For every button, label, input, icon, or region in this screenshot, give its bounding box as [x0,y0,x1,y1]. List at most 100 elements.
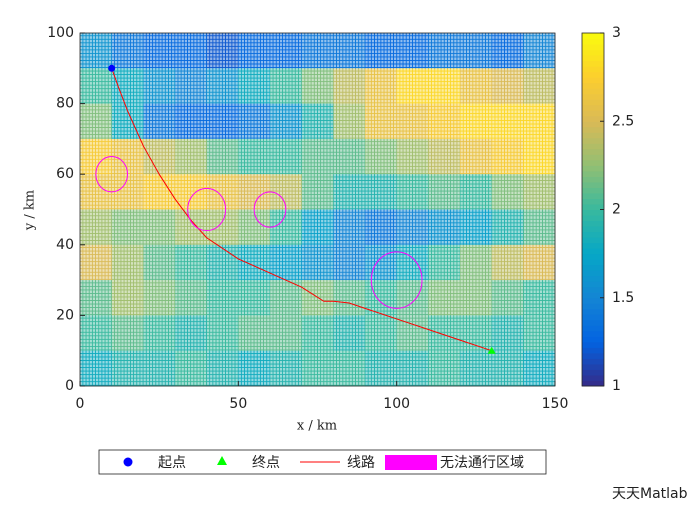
colorbar-step [582,374,604,381]
colorbar-step [582,126,604,133]
colorbar-step [582,380,604,387]
colorbar-step [582,104,604,111]
colorbar-step [582,231,604,238]
colorbar-step [582,88,604,95]
colorbar-step [582,220,604,227]
y-tick-label: 0 [65,378,74,394]
legend-label: 起点 [158,455,186,471]
colorbar-step [582,259,604,266]
colorbar-step [582,303,604,310]
colorbar-step [582,110,604,117]
colorbar-step [582,176,604,183]
axes-frame [79,32,556,387]
colorbar-tick-label: 1.5 [612,290,634,306]
colorbar-step [582,347,604,354]
blocked-zone [370,251,423,309]
colorbar-step [582,226,604,233]
y-tick-label: 100 [47,25,74,41]
colorbar-tick-label: 3 [612,25,621,41]
colorbar-step [582,71,604,78]
colorbar-step [582,209,604,216]
colorbar-step [582,292,604,299]
colorbar-step [582,121,604,128]
legend-label: 无法通行区域 [440,455,524,471]
colorbar-step [582,215,604,222]
y-tick-label: 60 [56,166,74,182]
colorbar-step [582,319,604,326]
legend-start-marker [123,457,133,467]
colorbar-step [582,132,604,139]
colorbar-step [582,352,604,359]
colorbar-step [582,137,604,144]
colorbar-step [582,314,604,321]
colorbar-step [582,55,604,62]
route-line [111,68,492,352]
colorbar-tick-label: 2 [612,202,621,218]
colorbar-step [582,60,604,67]
colorbar-step [582,270,604,277]
colorbar-step [582,49,604,56]
blocked-zone [95,156,128,193]
colorbar-step [582,154,604,161]
colorbar-step [582,203,604,210]
x-tick-label: 0 [76,396,85,412]
colorbar-step [582,66,604,73]
blocked-zone [253,191,287,228]
colorbar-step [582,369,604,376]
colorbar-step [582,181,604,188]
colorbar-step [582,264,604,271]
colorbar-step [582,148,604,155]
mesh-overlay [80,33,555,386]
colorbar-step [582,341,604,348]
colorbar-step [582,44,604,51]
colorbar-step [582,143,604,150]
colorbar-step [582,275,604,282]
y-tick-label: 40 [56,237,74,253]
colorbar-tick-label: 2.5 [612,113,634,129]
colorbar-step [582,286,604,293]
x-axis-label: x / km [297,419,337,434]
colorbar-step [582,336,604,343]
colorbar-step [582,165,604,172]
colorbar-tick-label: 1 [612,378,621,394]
colorbar-step [582,33,604,40]
colorbar-step [582,237,604,244]
colorbar-step [582,363,604,370]
colorbar-step [582,159,604,166]
colorbar-step [582,297,604,304]
y-tick-label: 20 [56,307,74,323]
colorbar-step [582,281,604,288]
legend-label: 终点 [252,455,280,471]
colorbar-step [582,242,604,249]
colorbar-step [582,253,604,260]
blocked-zone [187,187,227,232]
plot-area [79,32,556,387]
x-tick-label: 50 [229,396,247,412]
y-tick-label: 80 [56,96,74,112]
colorbar-step [582,308,604,315]
colorbar-step [582,248,604,255]
legend-zone-swatch [385,455,437,470]
colorbar-step [582,170,604,177]
start-point [108,64,116,72]
legend-end-marker [217,456,227,465]
x-tick-label: 100 [383,396,410,412]
x-tick-label: 150 [542,396,569,412]
colorbar-step [582,192,604,199]
colorbar-step [582,82,604,89]
colorbar-step [582,330,604,337]
y-axis-label: y / km [23,190,38,231]
colorbar-step [582,93,604,100]
colorbar-step [582,77,604,84]
colorbar-step [582,99,604,106]
colorbar-step [582,38,604,45]
colorbar-step [582,325,604,332]
colorbar-step [582,358,604,365]
legend-label: 线路 [347,455,375,471]
colorbar-step [582,198,604,205]
colorbar-step [582,115,604,122]
watermark: 天天Matlab [612,486,688,502]
colorbar-step [582,187,604,194]
